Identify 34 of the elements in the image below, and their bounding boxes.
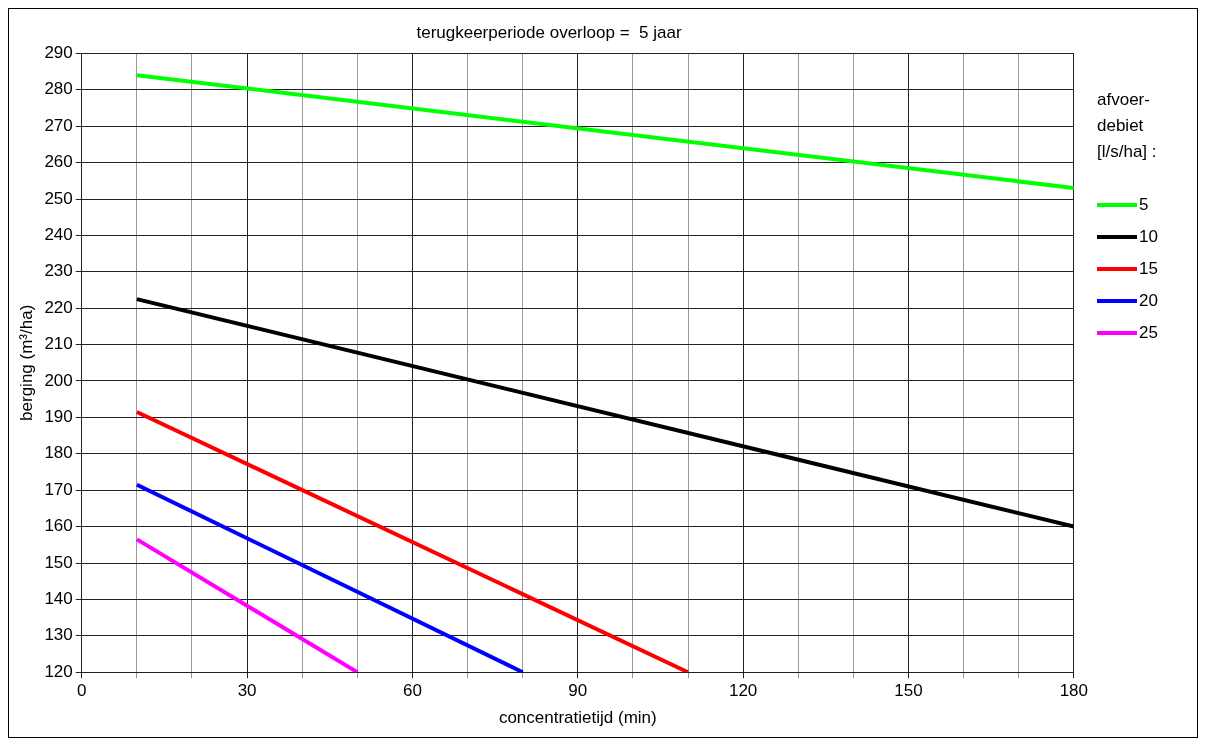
- x-axis-title: concentratietijd (min): [498, 708, 657, 728]
- y-tick-label: 130: [44, 625, 73, 645]
- y-tick-label: 280: [44, 79, 73, 99]
- y-tick-label: 210: [44, 334, 73, 354]
- x-tick-label: 0: [77, 681, 87, 701]
- legend-label: 25: [1139, 323, 1158, 343]
- y-tick-label: 250: [44, 188, 73, 208]
- legend-label: 5: [1139, 195, 1149, 215]
- x-tick-label: 30: [237, 681, 257, 701]
- y-tick-label: 170: [44, 479, 73, 499]
- y-tick-label: 190: [44, 407, 73, 427]
- y-tick-label: 140: [44, 589, 73, 609]
- y-tick-label: 180: [44, 443, 73, 463]
- y-tick-label: 200: [44, 370, 73, 390]
- y-tick-label: 290: [44, 43, 73, 63]
- y-axis-title: berging (m³/ha): [16, 304, 36, 421]
- x-tick-label: 60: [402, 681, 422, 701]
- legend-label: 10: [1139, 227, 1158, 247]
- y-tick-label: 260: [44, 152, 73, 172]
- legend-label: 15: [1139, 259, 1158, 279]
- x-tick-label: 150: [894, 681, 923, 701]
- y-tick-label: 240: [44, 225, 73, 245]
- y-tick-label: 120: [44, 661, 73, 681]
- y-tick-label: 220: [44, 297, 73, 317]
- y-tick-label: 150: [44, 552, 73, 572]
- legend-title: afvoer- debiet [l/s/ha] :: [1097, 89, 1158, 163]
- chart-title: terugkeerperiode overloop = 5 jaar: [416, 22, 682, 42]
- y-tick-label: 230: [44, 261, 73, 281]
- y-tick-label: 160: [44, 516, 73, 536]
- x-tick-label: 120: [728, 681, 758, 701]
- x-tick-label: 180: [1059, 681, 1089, 701]
- legend-label: 20: [1139, 291, 1158, 311]
- y-tick-label: 270: [44, 115, 73, 135]
- x-tick-label: 90: [568, 681, 588, 701]
